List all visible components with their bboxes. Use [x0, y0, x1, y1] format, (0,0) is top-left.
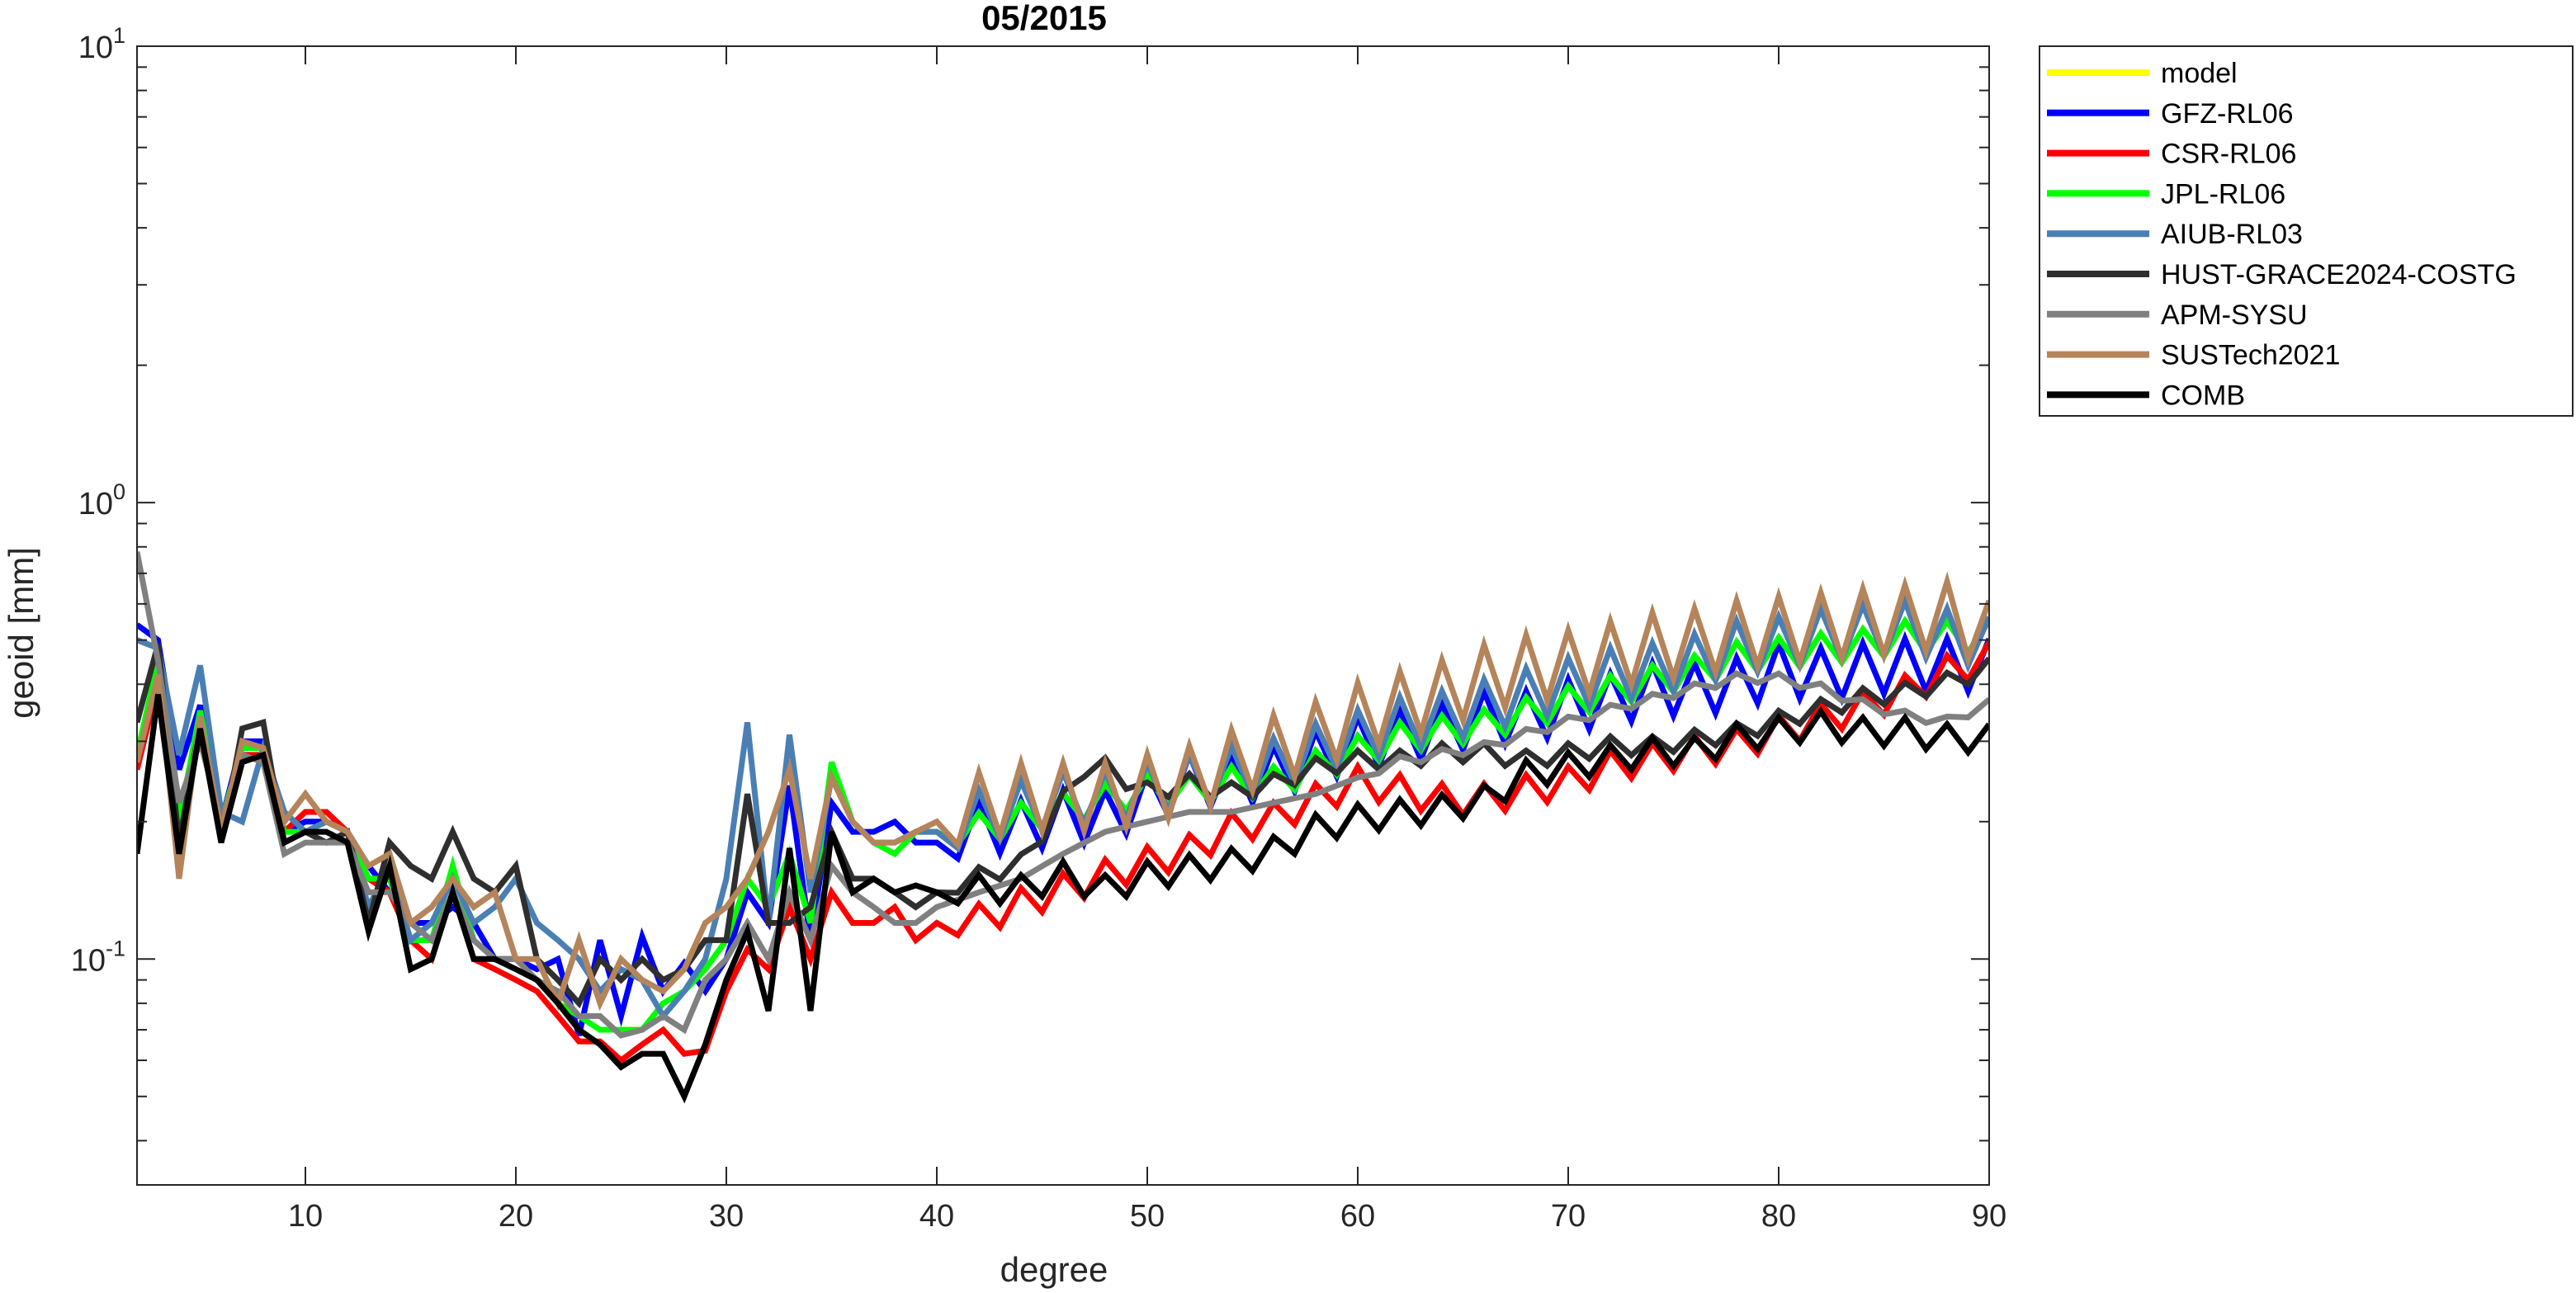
legend-items: model GFZ-RL06 CSR-RL06 JPL-RL06 AIUB-RL03 HU…	[2047, 58, 2517, 411]
plot-area	[136, 45, 1990, 1186]
x-axis-label: degree	[1000, 1250, 1108, 1289]
x-tick-label: 40	[919, 1199, 954, 1234]
y-axis-label: geoid [mm]	[2, 547, 40, 719]
legend-label: APM-SYSU	[2161, 300, 2308, 331]
legend-label: JPL-RL06	[2161, 178, 2285, 210]
y-tick-labels: 10-1 100 101	[71, 23, 125, 978]
x-tick-label: 20	[499, 1199, 533, 1234]
y-tick-label: 100	[78, 479, 125, 521]
x-tick-label: 10	[288, 1199, 323, 1234]
series-line-sustech2021	[137, 571, 1989, 1012]
legend-label: CSR-RL06	[2161, 139, 2296, 170]
plot-frame	[136, 45, 1990, 1186]
series-layer	[137, 551, 1989, 1104]
legend-label: SUSTech2021	[2161, 340, 2340, 371]
legend-label: AIUB-RL03	[2161, 219, 2303, 250]
tick-layer	[137, 46, 1990, 1185]
x-tick-label: 30	[709, 1199, 744, 1234]
x-tick-label: 80	[1761, 1199, 1796, 1234]
series-line-comb	[137, 694, 1989, 1104]
x-tick-label: 90	[1972, 1199, 2006, 1234]
legend-label: model	[2161, 58, 2238, 89]
x-tick-label: 70	[1551, 1199, 1586, 1234]
x-tick-label: 60	[1340, 1199, 1375, 1234]
legend-label: HUST-GRACE2024-COSTG	[2161, 259, 2517, 290]
legend: model GFZ-RL06 CSR-RL06 JPL-RL06 AIUB-RL03 HU…	[2039, 45, 2574, 417]
x-tick-labels: 10 20 30 40 50 60 70 80 90	[288, 1199, 2006, 1234]
legend-label: COMB	[2161, 380, 2245, 411]
x-tick-label: 50	[1130, 1199, 1165, 1234]
series-line-hust-grace2024-costg	[137, 643, 1989, 1009]
y-tick-label: 101	[78, 23, 125, 65]
legend-label: GFZ-RL06	[2161, 98, 2294, 130]
chart-title: 05/2015	[981, 0, 1107, 37]
y-tick-label: 10-1	[71, 936, 125, 978]
plot-background	[137, 46, 1989, 1185]
